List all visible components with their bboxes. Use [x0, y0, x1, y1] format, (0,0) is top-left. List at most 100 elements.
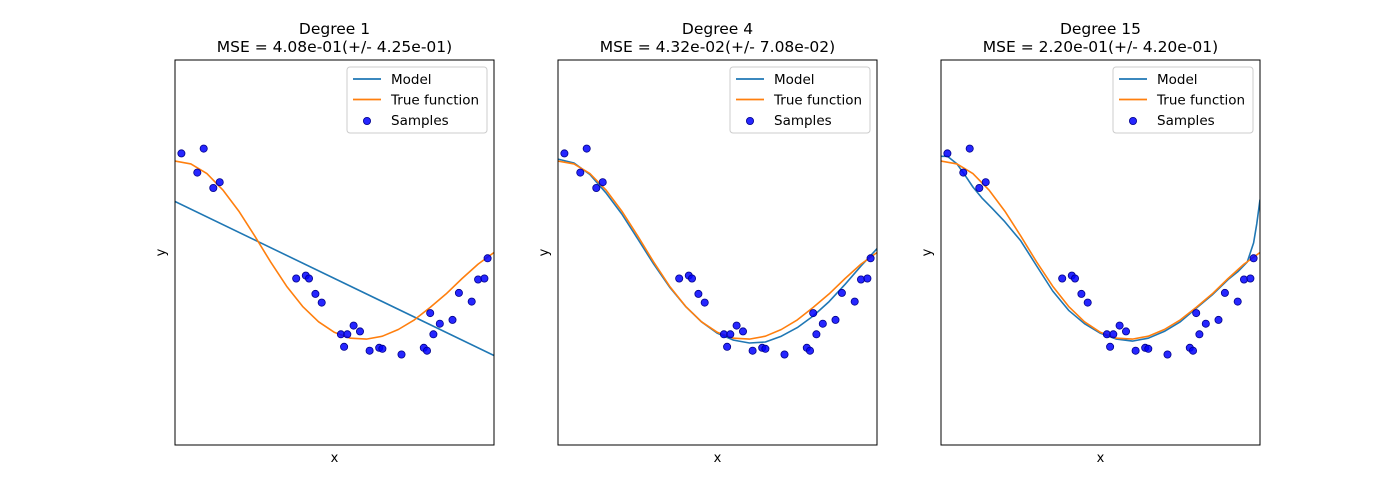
plot-area: [558, 144, 877, 359]
sample-point: [1109, 330, 1118, 339]
sample-point: [209, 183, 218, 192]
sample-point: [943, 149, 952, 158]
sample-point: [761, 344, 770, 353]
legend-handle-samples: [362, 117, 371, 126]
panel-subtitle: MSE = 4.08e-01(+/- 4.25e-01): [217, 38, 452, 56]
legend-label: Samples: [391, 113, 449, 129]
sample-point: [863, 274, 872, 283]
legend-handle-samples: [746, 117, 755, 126]
sample-point: [592, 183, 601, 192]
sample-point: [857, 275, 866, 284]
sample-point: [378, 344, 387, 353]
x-axis-label: x: [331, 451, 339, 466]
panel-title: Degree 15: [1060, 20, 1141, 38]
sample-point: [837, 288, 846, 297]
sample-point: [422, 346, 431, 355]
sample-point: [304, 274, 313, 283]
x-axis-label: x: [1097, 451, 1105, 466]
sample-point: [866, 254, 875, 263]
sample-point: [1122, 327, 1131, 336]
legend-handle-samples: [1129, 117, 1138, 126]
sample-point: [831, 315, 840, 324]
sample-point: [1131, 346, 1140, 355]
sample-point: [1201, 319, 1210, 328]
sample-point: [317, 298, 326, 307]
legend-label: Model: [774, 72, 815, 88]
sample-point: [1189, 346, 1198, 355]
sample-point: [809, 309, 818, 318]
sample-point: [1192, 309, 1201, 318]
sample-point: [343, 330, 352, 339]
sample-point: [1058, 274, 1067, 283]
sample-point: [292, 274, 301, 283]
legend-label: Samples: [1157, 113, 1215, 129]
sample-point: [1220, 288, 1229, 297]
sample-point: [675, 274, 684, 283]
sample-point: [355, 327, 364, 336]
legend-label: True function: [1156, 93, 1245, 109]
sample-point: [435, 319, 444, 328]
legend: Model True function Samples: [729, 66, 871, 134]
model-line: [175, 200, 494, 357]
sample-point: [177, 149, 186, 158]
legend-label: Model: [1157, 72, 1198, 88]
model-line: [558, 158, 877, 344]
legend-label: Samples: [774, 113, 832, 129]
sample-point: [582, 144, 591, 153]
sample-point: [818, 319, 827, 328]
sample-point: [1233, 297, 1242, 306]
panel-title: Degree 4: [682, 20, 753, 38]
sample-point: [688, 274, 697, 283]
sample-point: [806, 346, 815, 355]
true-function-line: [558, 160, 877, 340]
sample-point: [812, 330, 821, 339]
sample-point: [560, 149, 569, 158]
sample-point: [349, 321, 358, 330]
sample-point: [748, 346, 757, 355]
sample-point: [467, 297, 476, 306]
legend: Model True function Samples: [346, 66, 488, 134]
sample-point: [1115, 321, 1124, 330]
x-axis-label: x: [714, 451, 722, 466]
legend-box: [729, 66, 871, 134]
y-axis-label: y: [920, 248, 935, 256]
sample-point: [311, 289, 320, 298]
sample-point: [694, 289, 703, 298]
sample-point: [429, 330, 438, 339]
y-axis-label: y: [537, 248, 552, 256]
sample-point: [1083, 298, 1092, 307]
sample-point: [480, 274, 489, 283]
sample-point: [426, 309, 435, 318]
sample-point: [1106, 342, 1115, 351]
sample-point: [576, 168, 585, 177]
sample-point: [454, 288, 463, 297]
sample-point: [193, 168, 202, 177]
sample-point: [723, 342, 732, 351]
sample-point: [365, 346, 374, 355]
legend-label: Model: [391, 72, 432, 88]
y-axis-label: y: [154, 248, 169, 256]
sample-point: [598, 178, 607, 187]
sample-point: [448, 315, 457, 324]
sample-point: [965, 144, 974, 153]
legend-label: True function: [773, 93, 862, 109]
sample-point: [340, 342, 349, 351]
sample-point: [700, 298, 709, 307]
legend-label: True function: [390, 93, 479, 109]
sample-point: [483, 254, 492, 263]
plot-area: [175, 144, 494, 359]
sample-point: [1144, 344, 1153, 353]
legend-box: [346, 66, 488, 134]
sample-point: [397, 350, 406, 359]
sample-point: [1077, 289, 1086, 298]
axes-frame: [940, 59, 1261, 446]
sample-point: [981, 178, 990, 187]
sample-point: [739, 327, 748, 336]
sample-point: [850, 297, 859, 306]
sample-point: [732, 321, 741, 330]
sample-point: [1240, 275, 1249, 284]
